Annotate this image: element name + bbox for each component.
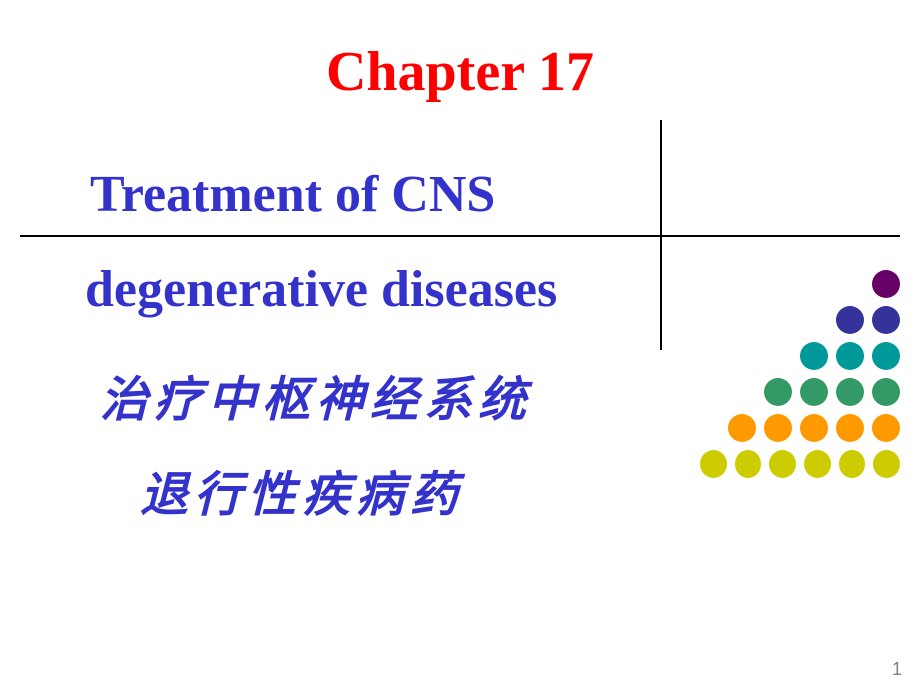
- dot-icon: [839, 450, 866, 478]
- decorative-dot-grid: [700, 270, 900, 486]
- dot-row: [700, 378, 900, 406]
- dot-icon: [872, 414, 900, 442]
- dot-row: [700, 414, 900, 442]
- dot-icon: [836, 306, 864, 334]
- dot-row: [700, 306, 900, 334]
- page-number: 1: [892, 659, 902, 680]
- dot-icon: [872, 342, 900, 370]
- dot-icon: [800, 378, 828, 406]
- dot-icon: [872, 306, 900, 334]
- subtitle-english-line2: degenerative diseases: [85, 260, 557, 319]
- dot-icon: [872, 270, 900, 298]
- dot-icon: [873, 450, 900, 478]
- dot-icon: [764, 414, 792, 442]
- dot-icon: [700, 450, 727, 478]
- dot-icon: [769, 450, 796, 478]
- subtitle-english-line1: Treatment of CNS: [90, 165, 495, 224]
- subtitle-chinese-line1: 治疗中枢神经系统: [100, 360, 532, 430]
- dot-icon: [800, 342, 828, 370]
- dot-row: [700, 450, 900, 478]
- dot-row: [700, 342, 900, 370]
- dot-icon: [872, 378, 900, 406]
- dot-icon: [836, 342, 864, 370]
- dot-icon: [735, 450, 762, 478]
- horizontal-divider: [20, 235, 900, 237]
- subtitle-chinese-line2: 退行性疾病药: [140, 455, 464, 525]
- vertical-divider: [660, 120, 662, 350]
- slide: Chapter 17 Treatment of CNS degenerative…: [0, 0, 920, 690]
- dot-icon: [804, 450, 831, 478]
- dot-icon: [836, 378, 864, 406]
- dot-row: [700, 270, 900, 298]
- dot-icon: [800, 414, 828, 442]
- chapter-title: Chapter 17: [0, 40, 920, 104]
- dot-icon: [728, 414, 756, 442]
- dot-icon: [836, 414, 864, 442]
- dot-icon: [764, 378, 792, 406]
